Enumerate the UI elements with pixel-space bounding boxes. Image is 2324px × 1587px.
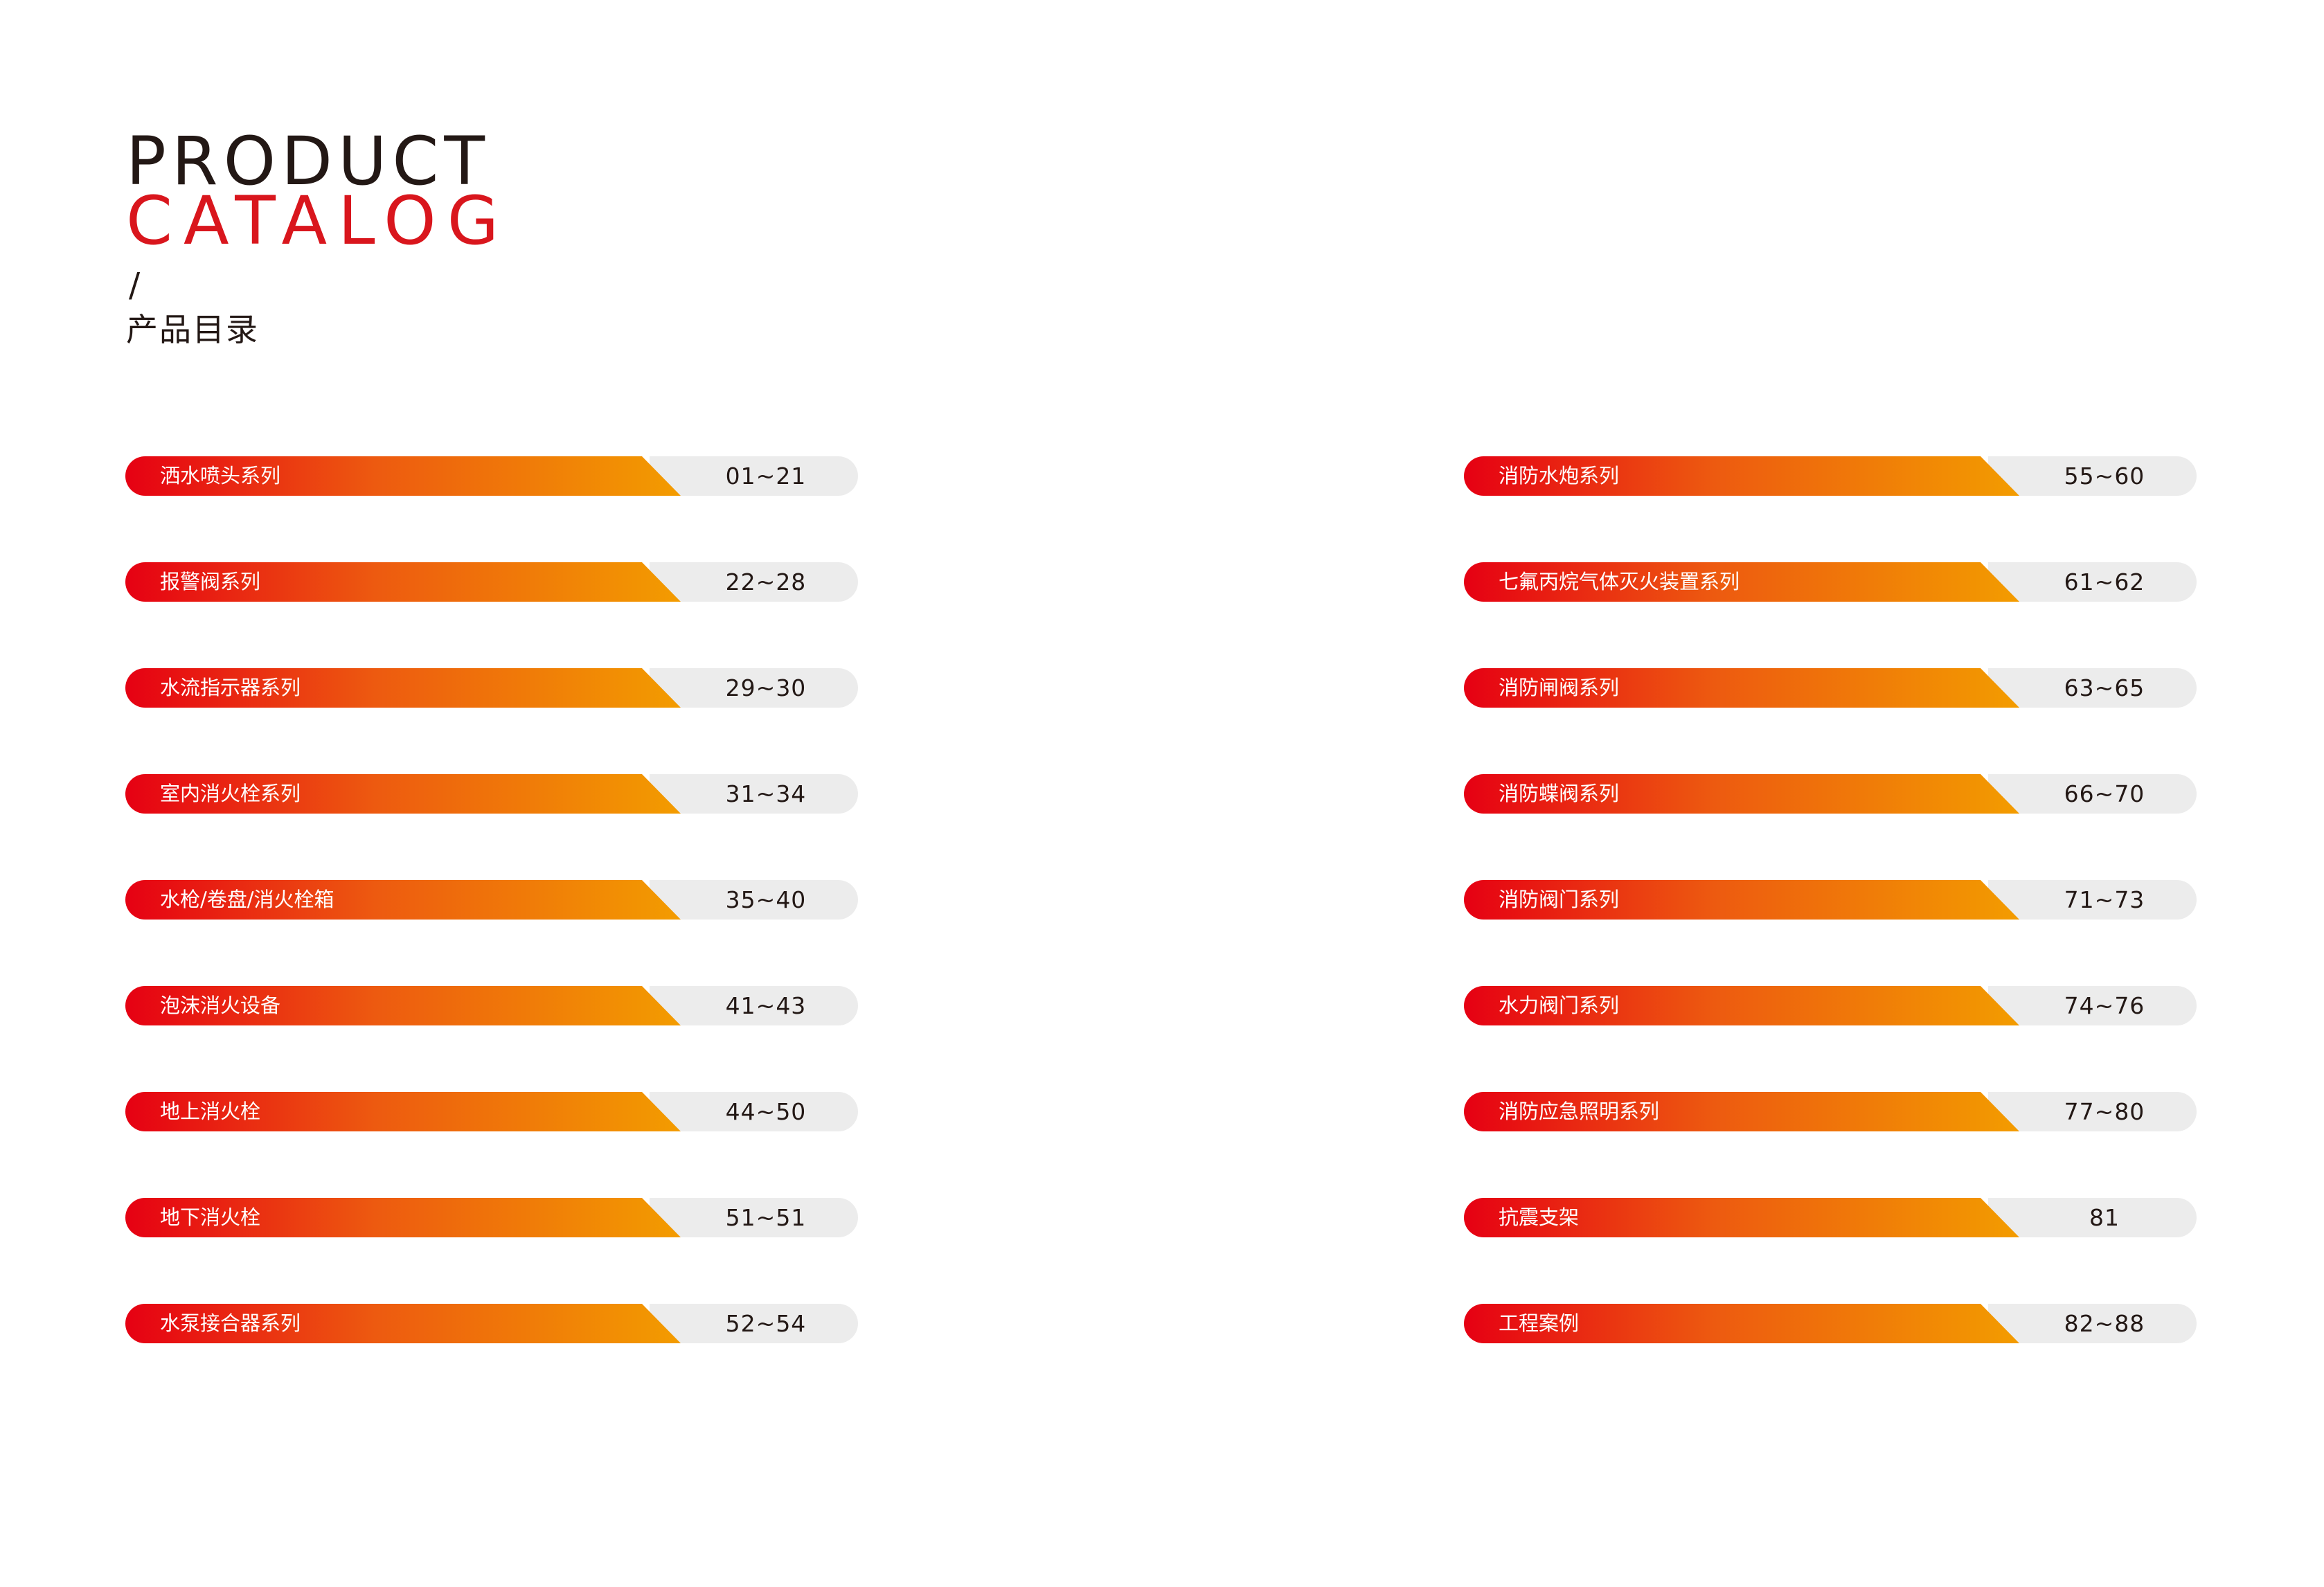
page-range: 55~60 [2064, 463, 2145, 490]
page-range: 44~50 [725, 1098, 807, 1125]
catalog-entry[interactable]: 地上消火栓 44~50 [125, 1092, 858, 1131]
page-range: 41~43 [725, 992, 807, 1019]
catalog-entry[interactable]: 水枪/卷盘/消火栓箱 35~40 [125, 880, 858, 920]
page-range-pill [1988, 1092, 2197, 1131]
category-label: 地下消火栓 [160, 1205, 261, 1229]
page-range: 77~80 [2064, 1098, 2145, 1125]
category-bar [1464, 668, 2019, 708]
page-range-pill [1988, 774, 2197, 814]
category-label: 工程案例 [1499, 1311, 1580, 1335]
catalog-entry[interactable]: 消防应急照明系列 77~80 [1464, 1092, 2197, 1131]
category-bar [125, 456, 681, 496]
category-label: 消防蝶阀系列 [1499, 782, 1620, 805]
catalog-entry[interactable]: 室内消火栓系列 31~34 [125, 774, 858, 814]
page-range: 01~21 [725, 463, 807, 490]
page-range: 63~65 [2064, 674, 2145, 701]
catalog-entry[interactable]: 水力阀门系列 74~76 [1464, 986, 2197, 1025]
catalog-entry[interactable]: 七氟丙烷气体灭火装置系列 61~62 [1464, 562, 2197, 602]
page-range-pill [650, 774, 858, 814]
catalog-entry[interactable]: 水泵接合器系列 52~54 [125, 1304, 858, 1343]
category-label: 消防水炮系列 [1499, 464, 1620, 487]
category-label: 抗震支架 [1499, 1205, 1580, 1229]
page-range: 31~34 [725, 780, 807, 807]
page-range: 51~51 [725, 1204, 807, 1231]
category-bar [125, 668, 681, 708]
category-label: 水流指示器系列 [160, 676, 301, 699]
category-bar [1464, 1092, 2019, 1131]
category-label: 消防阀门系列 [1499, 888, 1620, 911]
page-range-pill [1988, 986, 2197, 1025]
page-range: 52~54 [725, 1310, 807, 1337]
catalog-entry[interactable]: 泡沫消火设备 41~43 [125, 986, 858, 1025]
page-range: 35~40 [725, 886, 807, 913]
category-bar [125, 1092, 681, 1131]
page-range: 74~76 [2064, 992, 2145, 1019]
page-range: 22~28 [725, 568, 807, 595]
title-line-product: PRODUCT [126, 123, 491, 200]
category-bar [1464, 1198, 2019, 1237]
category-bar [125, 880, 681, 920]
page-range: 61~62 [2064, 568, 2145, 595]
category-bar [1464, 1304, 2019, 1343]
category-bar [125, 562, 681, 602]
page-range-pill [650, 1092, 858, 1131]
category-label: 泡沫消火设备 [160, 994, 281, 1017]
page-range-pill [1988, 1304, 2197, 1343]
category-label: 消防应急照明系列 [1499, 1100, 1660, 1123]
catalog-entry[interactable]: 工程案例 82~88 [1464, 1304, 2197, 1343]
category-label: 地上消火栓 [160, 1100, 261, 1123]
page-range-pill [1988, 1198, 2197, 1237]
category-bar [125, 986, 681, 1025]
page-range: 82~88 [2064, 1310, 2145, 1337]
page-range-pill [650, 880, 858, 920]
page-range: 71~73 [2064, 886, 2145, 913]
page-range-pill [1988, 880, 2197, 920]
category-label: 水枪/卷盘/消火栓箱 [160, 888, 334, 911]
category-label: 室内消火栓系列 [160, 782, 301, 805]
category-bar [125, 774, 681, 814]
category-label: 消防闸阀系列 [1499, 676, 1620, 699]
title-line-catalog: CATALOG [126, 182, 510, 260]
page-range-pill [650, 986, 858, 1025]
catalog-entry[interactable]: 消防阀门系列 71~73 [1464, 880, 2197, 920]
catalog-entry[interactable]: 消防闸阀系列 63~65 [1464, 668, 2197, 708]
catalog-entry[interactable]: 抗震支架 81 [1464, 1198, 2197, 1237]
category-bar [1464, 880, 2019, 920]
catalog-entry[interactable]: 洒水喷头系列 01~21 [125, 456, 858, 496]
catalog-entry[interactable]: 消防蝶阀系列 66~70 [1464, 774, 2197, 814]
category-bar [1464, 456, 2019, 496]
catalog-entry[interactable]: 水流指示器系列 29~30 [125, 668, 858, 708]
page-range-pill [650, 668, 858, 708]
category-bar [125, 1304, 681, 1343]
category-bar [1464, 986, 2019, 1025]
catalog-entry[interactable]: 消防水炮系列 55~60 [1464, 456, 2197, 496]
catalog-entry[interactable]: 地下消火栓 51~51 [125, 1198, 858, 1237]
page-range-pill [650, 562, 858, 602]
category-bar [1464, 774, 2019, 814]
category-bar [125, 1198, 681, 1237]
category-bar [1464, 562, 2019, 602]
page-range: 81 [2089, 1204, 2120, 1231]
page-range-pill [1988, 562, 2197, 602]
category-label: 报警阀系列 [160, 570, 261, 593]
category-label: 水力阀门系列 [1499, 994, 1620, 1017]
category-label: 七氟丙烷气体灭火装置系列 [1499, 570, 1740, 593]
catalog-title: PRODUCT CATALOG [126, 123, 510, 260]
page-range-pill [1988, 668, 2197, 708]
right-catalog-list: 消防水炮系列 55~60 七氟丙烷气体灭火装置系列 61~62 消防闸阀系列 6… [1464, 456, 2197, 1343]
page-range: 66~70 [2064, 780, 2145, 807]
category-label: 水泵接合器系列 [160, 1311, 301, 1335]
page-range-pill [650, 1304, 858, 1343]
catalog-subtitle: 产品目录 [126, 311, 259, 348]
page-range: 29~30 [725, 674, 807, 701]
page-range-pill [650, 1198, 858, 1237]
page-range-pill [650, 456, 858, 496]
catalog-entry[interactable]: 报警阀系列 22~28 [125, 562, 858, 602]
page-range-pill [1988, 456, 2197, 496]
category-label: 洒水喷头系列 [160, 464, 281, 487]
title-divider-slash: / [129, 266, 141, 305]
left-catalog-list: 洒水喷头系列 01~21 报警阀系列 22~28 水流指示器系列 29~30 室… [125, 456, 858, 1343]
